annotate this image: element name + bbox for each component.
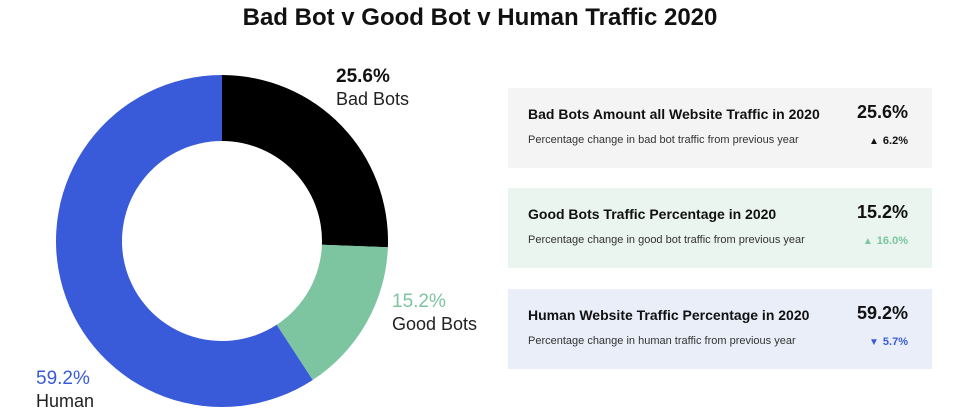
label-good-bots: 15.2% Good Bots [392, 291, 477, 335]
stat-card-bad-bots: Bad Bots Amount all Website Traffic in 2… [508, 88, 932, 168]
card-change: ▼ 5.7% [869, 336, 908, 348]
card-subtitle: Percentage change in good bot traffic fr… [528, 234, 805, 246]
stat-card-human: Human Website Traffic Percentage in 2020… [508, 289, 932, 369]
label-bad-bots-value: 25.6% [336, 66, 390, 87]
label-bad-bots-name: Bad Bots [336, 89, 410, 109]
arrow-up-icon: ▲ [869, 136, 879, 147]
label-bad-bots: 25.6% Bad Bots [336, 66, 409, 110]
card-value: 59.2% [856, 303, 908, 323]
card-value: 15.2% [856, 202, 908, 222]
card-change-value: 16.0% [876, 235, 908, 247]
card-change: ▲ 16.0% [863, 235, 908, 247]
donut-slice-bad-bots [222, 75, 388, 248]
card-change-value: 6.2% [882, 135, 908, 147]
card-subtitle: Percentage change in human traffic from … [528, 335, 796, 347]
card-title: Bad Bots Amount all Website Traffic in 2… [528, 106, 820, 122]
arrow-up-icon: ▲ [862, 236, 873, 247]
arrow-down-icon: ▼ [869, 337, 879, 348]
card-change: ▲ 6.2% [869, 135, 908, 147]
label-human-value: 59.2% [36, 368, 90, 389]
label-human-name: Human [36, 391, 95, 411]
label-human: 59.2% Human [36, 368, 94, 412]
card-title: Good Bots Traffic Percentage in 2020 [528, 206, 777, 222]
chart-title: Bad Bot v Good Bot v Human Traffic 2020 [242, 4, 718, 31]
stat-card-good-bots: Good Bots Traffic Percentage in 2020 15.… [508, 188, 932, 268]
label-good-bots-value: 15.2% [392, 291, 446, 312]
label-good-bots-name: Good Bots [392, 314, 478, 334]
donut-slice-good-bots [276, 244, 388, 381]
card-change-value: 5.7% [882, 336, 908, 348]
card-title: Human Website Traffic Percentage in 2020 [528, 307, 810, 323]
donut-slice-human [55, 75, 313, 408]
card-subtitle: Percentage change in bad bot traffic fro… [528, 134, 799, 146]
card-value: 25.6% [856, 102, 908, 122]
